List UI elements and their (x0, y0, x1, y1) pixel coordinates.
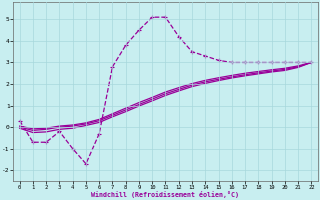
X-axis label: Windchill (Refroidissement éolien,°C): Windchill (Refroidissement éolien,°C) (92, 191, 239, 198)
